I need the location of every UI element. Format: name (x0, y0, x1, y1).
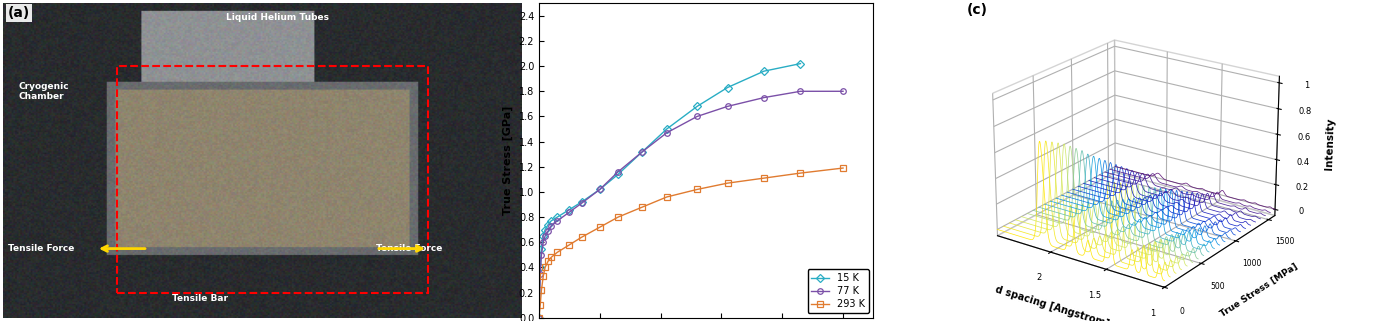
77 K (535, 240, 552, 244)
15 K (536, 228, 553, 232)
Text: Cryogenic
Chamber: Cryogenic Chamber (18, 82, 69, 101)
293 K (792, 171, 808, 175)
77 K (531, 316, 547, 320)
293 K (634, 205, 651, 209)
293 K (549, 250, 565, 254)
Text: Tensile Force: Tensile Force (376, 244, 443, 253)
77 K (532, 272, 549, 276)
293 K (535, 274, 552, 278)
77 K (834, 89, 851, 93)
Text: Tensile Bar: Tensile Bar (172, 294, 228, 303)
15 K (690, 104, 706, 108)
15 K (592, 187, 608, 191)
77 K (574, 201, 590, 205)
77 K (549, 219, 565, 223)
293 K (539, 259, 556, 263)
15 K (574, 200, 590, 204)
293 K (690, 187, 706, 191)
293 K (592, 225, 608, 229)
77 K (658, 131, 674, 135)
Text: Tensile Force: Tensile Force (8, 244, 74, 253)
77 K (561, 210, 578, 214)
77 K (756, 96, 772, 100)
77 K (536, 234, 553, 238)
15 K (535, 234, 552, 238)
77 K (634, 150, 651, 154)
77 K (720, 104, 736, 108)
Y-axis label: True Stress [MPa]: True Stress [MPa] (1218, 262, 1299, 319)
293 K (534, 288, 550, 292)
15 K (756, 69, 772, 73)
Line: 293 K: 293 K (536, 165, 845, 321)
293 K (658, 195, 674, 199)
293 K (532, 303, 549, 307)
293 K (561, 243, 578, 247)
293 K (531, 316, 547, 320)
293 K (756, 176, 772, 180)
77 K (534, 253, 550, 257)
293 K (720, 181, 736, 185)
Text: (a): (a) (8, 6, 30, 20)
Line: 15 K: 15 K (536, 61, 803, 321)
15 K (634, 150, 651, 154)
Title: 15 K: 15 K (1118, 0, 1150, 3)
15 K (610, 172, 626, 176)
Text: Liquid Helium Tubes: Liquid Helium Tubes (226, 13, 330, 22)
15 K (792, 62, 808, 65)
293 K (610, 215, 626, 219)
77 K (592, 187, 608, 191)
Bar (117, 66, 427, 293)
15 K (658, 127, 674, 131)
15 K (561, 208, 578, 212)
77 K (610, 170, 626, 174)
15 K (531, 316, 547, 320)
77 K (543, 224, 560, 228)
15 K (532, 265, 549, 269)
15 K (539, 223, 556, 227)
Line: 77 K: 77 K (536, 89, 845, 321)
Text: (c): (c) (967, 3, 987, 17)
293 K (543, 256, 560, 259)
15 K (720, 86, 736, 90)
X-axis label: d spacing [Angstrom]: d spacing [Angstrom] (994, 284, 1110, 321)
77 K (792, 89, 808, 93)
293 K (834, 166, 851, 170)
15 K (534, 247, 550, 250)
15 K (549, 215, 565, 219)
293 K (574, 235, 590, 239)
Y-axis label: True Stress [GPa]: True Stress [GPa] (503, 106, 513, 215)
77 K (539, 229, 556, 233)
Legend: 15 K, 77 K, 293 K: 15 K, 77 K, 293 K (808, 269, 869, 313)
293 K (536, 265, 553, 269)
77 K (690, 115, 706, 118)
15 K (543, 219, 560, 223)
